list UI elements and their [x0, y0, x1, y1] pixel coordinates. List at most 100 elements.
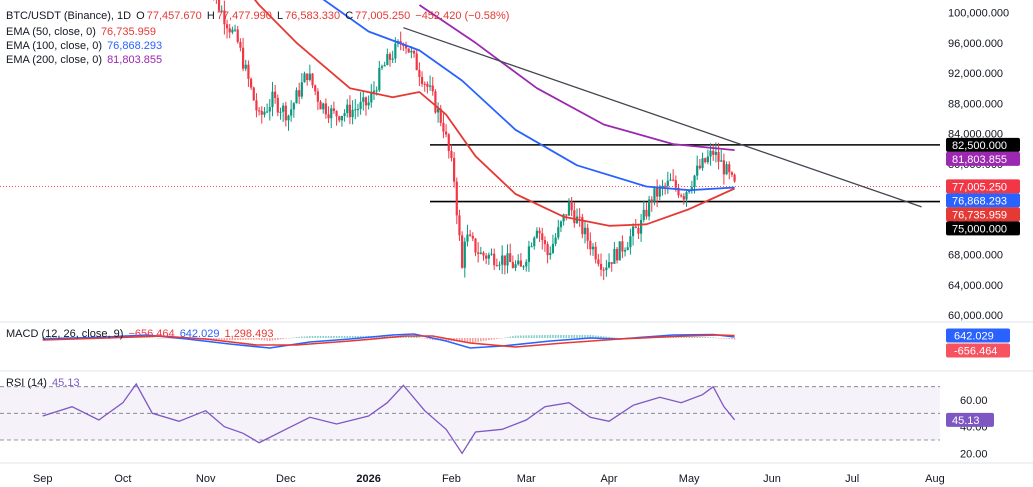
- candle[interactable]: [720, 149, 723, 162]
- candle[interactable]: [648, 195, 651, 221]
- candle[interactable]: [610, 262, 613, 272]
- candle[interactable]: [314, 84, 317, 96]
- candle[interactable]: [442, 113, 445, 139]
- candle[interactable]: [712, 143, 715, 161]
- candle[interactable]: [215, 0, 217, 4]
- candle[interactable]: [463, 237, 466, 278]
- ema100-legend[interactable]: EMA (100, close, 0) 76,868.293: [6, 40, 164, 52]
- ema200-legend[interactable]: EMA (200, close, 0) 81,803.855: [6, 54, 164, 66]
- candle[interactable]: [725, 161, 728, 175]
- candle[interactable]: [338, 115, 341, 123]
- candle[interactable]: [330, 104, 333, 129]
- candle[interactable]: [356, 103, 360, 117]
- candle[interactable]: [255, 93, 258, 118]
- candle[interactable]: [364, 96, 368, 116]
- candle[interactable]: [575, 208, 579, 225]
- candle[interactable]: [233, 24, 237, 33]
- candle[interactable]: [498, 261, 501, 271]
- candle[interactable]: [690, 180, 693, 194]
- candle[interactable]: [231, 26, 234, 35]
- candle[interactable]: [517, 254, 520, 266]
- candle[interactable]: [282, 102, 285, 122]
- candle[interactable]: [704, 157, 707, 164]
- candle[interactable]: [666, 171, 669, 194]
- candle[interactable]: [335, 110, 338, 126]
- candle[interactable]: [522, 265, 525, 271]
- candle[interactable]: [682, 193, 685, 205]
- candle[interactable]: [436, 102, 440, 123]
- candle[interactable]: [276, 94, 279, 117]
- candle[interactable]: [730, 171, 734, 178]
- candle[interactable]: [412, 49, 416, 58]
- candle[interactable]: [677, 183, 680, 198]
- candle[interactable]: [589, 232, 592, 256]
- candle[interactable]: [324, 98, 327, 119]
- candle[interactable]: [453, 152, 456, 188]
- candle[interactable]: [455, 177, 458, 225]
- candle[interactable]: [490, 248, 493, 256]
- candle[interactable]: [287, 114, 290, 131]
- candle[interactable]: [415, 49, 418, 71]
- candle[interactable]: [300, 73, 303, 100]
- candle[interactable]: [461, 231, 464, 269]
- candle[interactable]: [637, 224, 640, 240]
- candle[interactable]: [399, 31, 402, 51]
- candle[interactable]: [266, 103, 269, 114]
- candle[interactable]: [260, 106, 263, 124]
- candle[interactable]: [615, 246, 619, 264]
- candle[interactable]: [340, 115, 344, 127]
- candle[interactable]: [629, 228, 632, 255]
- candle[interactable]: [557, 219, 560, 240]
- candle[interactable]: [583, 220, 587, 244]
- candle[interactable]: [680, 193, 683, 198]
- candle[interactable]: [450, 144, 453, 162]
- candle[interactable]: [656, 179, 659, 207]
- ema50-legend[interactable]: EMA (50, close, 0) 76,735.959: [6, 26, 158, 38]
- candle[interactable]: [391, 50, 394, 64]
- candle[interactable]: [602, 267, 605, 281]
- candle[interactable]: [696, 155, 699, 180]
- candle[interactable]: [527, 240, 531, 272]
- candle[interactable]: [239, 38, 242, 52]
- candle[interactable]: [244, 59, 247, 72]
- candle[interactable]: [316, 88, 319, 111]
- candle[interactable]: [503, 255, 506, 275]
- candle[interactable]: [543, 236, 547, 252]
- candle[interactable]: [351, 100, 354, 125]
- candle[interactable]: [434, 89, 437, 114]
- candle[interactable]: [706, 149, 709, 165]
- candle[interactable]: [308, 64, 311, 82]
- candle[interactable]: [407, 48, 410, 54]
- candle[interactable]: [709, 143, 712, 166]
- candle[interactable]: [252, 86, 255, 101]
- candle[interactable]: [581, 213, 584, 239]
- candle[interactable]: [469, 229, 472, 237]
- candle[interactable]: [380, 64, 384, 71]
- candle[interactable]: [479, 246, 482, 255]
- candle[interactable]: [570, 196, 573, 217]
- candle[interactable]: [487, 252, 490, 265]
- candle[interactable]: [717, 142, 720, 170]
- candle[interactable]: [599, 253, 603, 277]
- candle[interactable]: [444, 124, 448, 138]
- candle[interactable]: [567, 198, 571, 216]
- macd-signal-line[interactable]: [42, 334, 735, 348]
- candle[interactable]: [623, 247, 627, 257]
- macd-legend[interactable]: MACD (12, 26, close, 9) −656.464 642.029…: [6, 328, 275, 340]
- candle[interactable]: [728, 161, 731, 180]
- candle[interactable]: [549, 246, 552, 260]
- candle[interactable]: [258, 106, 261, 116]
- candle[interactable]: [332, 101, 336, 114]
- candle[interactable]: [535, 227, 539, 239]
- ema-line[interactable]: [256, 0, 735, 192]
- candle[interactable]: [701, 152, 704, 171]
- candle[interactable]: [586, 223, 589, 250]
- candle[interactable]: [418, 62, 421, 86]
- candle[interactable]: [501, 245, 504, 274]
- candle[interactable]: [474, 238, 477, 257]
- candle[interactable]: [284, 101, 287, 127]
- candle[interactable]: [439, 104, 442, 127]
- candle[interactable]: [372, 81, 376, 100]
- candle[interactable]: [295, 87, 298, 104]
- candle[interactable]: [213, 0, 215, 1]
